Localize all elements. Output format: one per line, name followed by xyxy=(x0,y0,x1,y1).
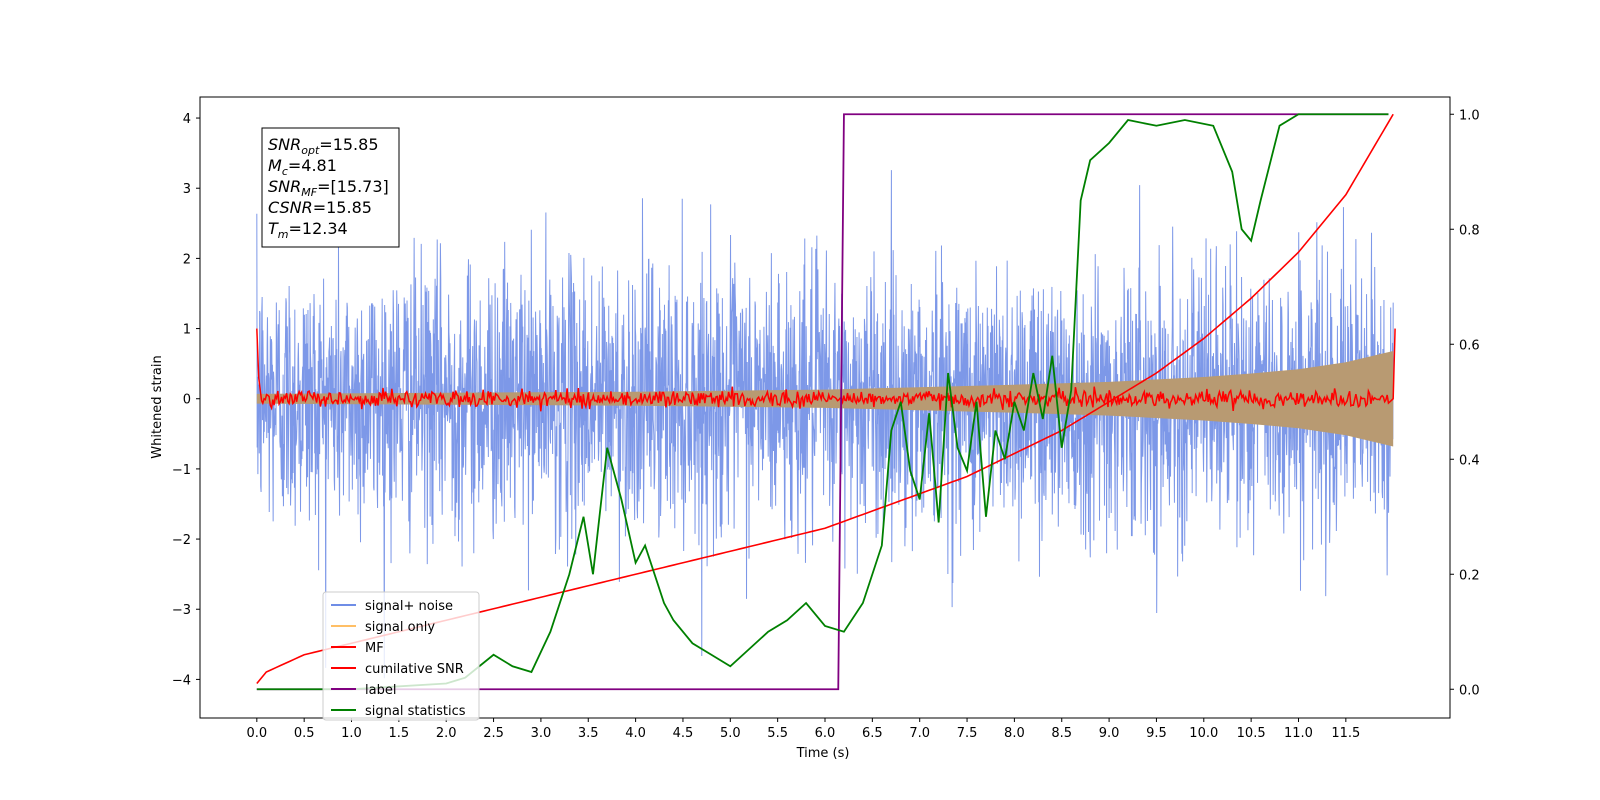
legend-entry: label xyxy=(365,683,396,698)
x-tick-label: 4.5 xyxy=(673,726,694,741)
series-signal-statistics xyxy=(256,113,1389,691)
y-axis-title: Whitened strain xyxy=(150,355,165,458)
y-tick-label: 1 xyxy=(183,323,191,338)
y-tick-label: −1 xyxy=(172,463,191,478)
y-tick-label: 3 xyxy=(183,182,191,197)
x-tick-label: 2.0 xyxy=(436,726,457,741)
axes-layer: 0.0 0.5 1.0 1.5 2.0 2.5 3.0 3.5 4.0 4.5 5.0 5.5 6.0 6… xyxy=(172,108,1480,741)
x-tick-label: 4.0 xyxy=(625,726,646,741)
legend-entry: cumilative SNR xyxy=(365,662,464,677)
annotation-box: SNRopt=15.85Mc=4.81SNRMF=[15.73]CSNR=15.… xyxy=(261,127,400,248)
annotation-line: CSNR=15.85 xyxy=(268,198,372,217)
annotation-line: SNRopt=15.85 xyxy=(268,135,379,157)
y-right-tick-label: 0.0 xyxy=(1459,683,1480,698)
x-tick-label: 7.0 xyxy=(909,726,930,741)
x-tick-label: 11.0 xyxy=(1284,726,1313,741)
x-tick-label: 8.0 xyxy=(1004,726,1025,741)
legend-entry: signal+ noise xyxy=(365,599,453,614)
annotation-line: Mc=4.81 xyxy=(268,156,337,178)
x-tick-label: 8.5 xyxy=(1051,726,1072,741)
series-label xyxy=(256,113,1389,691)
x-tick-label: 10.0 xyxy=(1189,726,1218,741)
y-tick-label: 0 xyxy=(183,393,191,408)
x-tick-label: 1.5 xyxy=(389,726,410,741)
x-tick-label: 5.5 xyxy=(767,726,788,741)
legend-entry: signal statistics xyxy=(365,704,466,719)
x-tick-label: 0.0 xyxy=(246,726,267,741)
y-tick-label: 4 xyxy=(183,112,191,127)
series-signal-noise xyxy=(256,170,1394,679)
x-tick-label: 6.0 xyxy=(815,726,836,741)
x-tick-label: 2.5 xyxy=(483,726,504,741)
y-tick-label: −4 xyxy=(172,673,191,688)
annotation-frame xyxy=(261,127,400,248)
x-tick-label: 6.5 xyxy=(862,726,883,741)
y-right-tick-label: 0.6 xyxy=(1459,338,1480,353)
legend-entry: signal only xyxy=(365,620,435,635)
y-right-tick-label: 0.4 xyxy=(1459,453,1480,468)
legend: signal+ noise signal only MF cumilative SNR… xyxy=(322,591,480,721)
x-tick-label: 3.0 xyxy=(531,726,552,741)
legend-entry: MF xyxy=(365,641,384,656)
y-right-tick-label: 0.8 xyxy=(1459,223,1480,238)
x-axis-title: Time (s) xyxy=(796,746,850,761)
x-tick-label: 10.5 xyxy=(1237,726,1266,741)
x-tick-label: 9.0 xyxy=(1099,726,1120,741)
y-right-tick-label: 0.2 xyxy=(1459,568,1480,583)
x-tick-label: 7.5 xyxy=(957,726,978,741)
y-tick-label: 2 xyxy=(183,252,191,267)
x-tick-label: 11.5 xyxy=(1331,726,1360,741)
annotation-line: Tm=12.34 xyxy=(268,219,348,241)
y-right-tick-label: 1.0 xyxy=(1459,108,1480,123)
x-tick-label: 5.0 xyxy=(720,726,741,741)
y-tick-label: −3 xyxy=(172,603,191,618)
x-tick-label: 3.5 xyxy=(578,726,599,741)
x-tick-label: 0.5 xyxy=(294,726,315,741)
annotation-line: SNRMF=[15.73] xyxy=(268,177,389,199)
legend-frame xyxy=(322,591,480,721)
x-tick-label: 1.0 xyxy=(341,726,362,741)
series-mf xyxy=(256,328,1396,412)
x-tick-label: 9.5 xyxy=(1146,726,1167,741)
y-tick-label: −2 xyxy=(172,533,191,548)
